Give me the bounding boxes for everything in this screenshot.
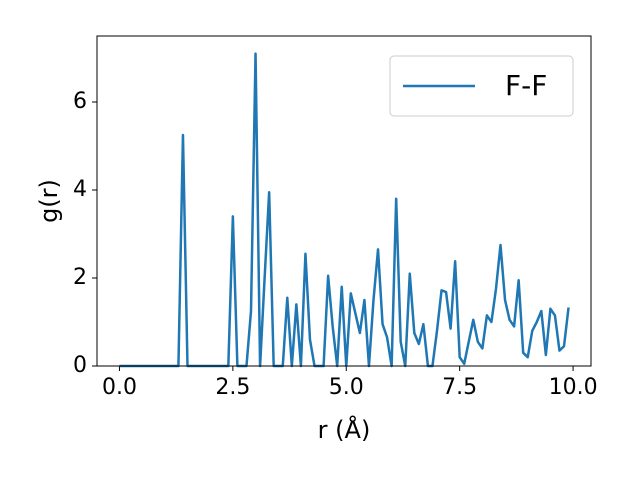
legend-label: F-F bbox=[505, 69, 547, 102]
y-tick-label: 0 bbox=[73, 353, 87, 378]
plot-frame bbox=[96, 35, 592, 367]
x-tick-label: 10.0 bbox=[549, 375, 598, 400]
x-tick-label: 2.5 bbox=[215, 375, 250, 400]
y-axis-label: g(r) bbox=[35, 179, 63, 223]
y-tick-label: 6 bbox=[73, 89, 87, 114]
x-tick-label: 5.0 bbox=[329, 375, 364, 400]
x-tick-label: 0.0 bbox=[102, 375, 137, 400]
legend-box bbox=[389, 55, 574, 117]
y-tick-label: 4 bbox=[73, 177, 87, 202]
y-tick-label: 2 bbox=[73, 265, 87, 290]
x-axis-label: r (Å) bbox=[318, 415, 371, 444]
x-tick-label: 7.5 bbox=[442, 375, 477, 400]
